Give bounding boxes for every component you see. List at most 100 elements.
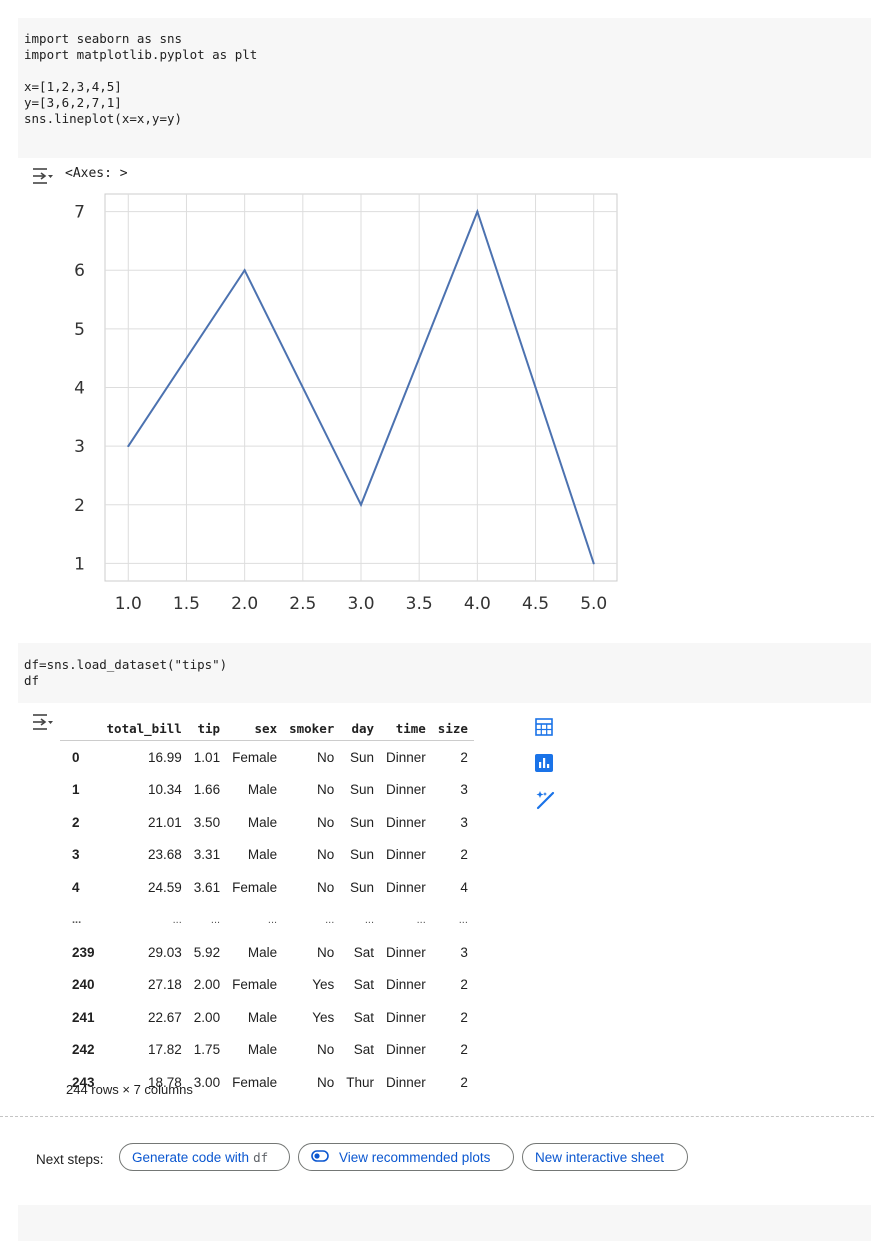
table-cell: 2 [460, 1009, 468, 1025]
table-row: 240 27.18 2.00 Female Yes Sat Dinner 2 [60, 969, 474, 1002]
table-row: 239 29.03 5.92 Male No Sat Dinner 3 [60, 936, 474, 969]
row-index: 241 [72, 1009, 95, 1025]
magic-wand-icon[interactable] [535, 790, 555, 810]
table-cell: 22.67 [148, 1009, 182, 1025]
table-cell: ... [210, 913, 221, 926]
toggle-icon [311, 1149, 329, 1165]
output-toggle-icon[interactable] [32, 167, 54, 185]
table-cell: Dinner [386, 944, 426, 960]
output-toggle-icon[interactable] [32, 713, 54, 731]
table-cell: 18.78 [148, 1074, 182, 1090]
table-cell: 24.59 [148, 879, 182, 895]
divider [0, 1116, 874, 1117]
table-row: 242 17.82 1.75 Male No Sat Dinner 2 [60, 1034, 474, 1067]
row-index: 4 [72, 879, 80, 895]
chart-icon[interactable] [535, 754, 553, 772]
code-cell-2[interactable]: df=sns.load_dataset("tips") df [18, 643, 871, 703]
table-cell: 2 [460, 1042, 468, 1058]
table-cell: 2.00 [193, 977, 221, 993]
y-tick-label: 7 [74, 203, 85, 223]
x-tick-label: 5.0 [580, 594, 607, 614]
table-cell: 3.31 [193, 847, 221, 863]
code-line: x=[1,2,3,4,5] [24, 79, 122, 94]
table-cell: Dinner [386, 814, 426, 830]
line-chart: 1.0 1.5 2.0 2.5 3.0 3.5 4.0 4.5 5.0 1 2 3 4 5 6 7 [74, 193, 618, 614]
table-row: 241 22.67 2.00 Male Yes Sat Dinner 2 [60, 1001, 474, 1034]
table-cell: 5.92 [193, 944, 221, 960]
table-cell: 21.01 [148, 814, 182, 830]
x-tick-label: 2.5 [289, 594, 316, 614]
new-interactive-sheet-button[interactable]: New interactive sheet [522, 1143, 688, 1171]
table-cell: 2 [460, 847, 468, 863]
table-icon[interactable] [535, 718, 553, 736]
table-cell: ... [172, 913, 182, 926]
view-recommended-plots-label: View recommended plots [339, 1149, 491, 1165]
column-header: total_bill [100, 716, 188, 741]
table-cell: Male [247, 944, 278, 960]
table-cell: 2 [460, 1074, 468, 1090]
generate-code-var: df [253, 1149, 269, 1165]
column-header: day [340, 716, 381, 741]
table-cell: 1.01 [193, 749, 221, 765]
table-cell: Sun [349, 879, 375, 895]
code-line: sns.lineplot(x=x,y=y) [24, 111, 183, 126]
x-tick-label: 4.0 [464, 594, 491, 614]
table-cell: Dinner [386, 1009, 426, 1025]
table-cell: No [316, 1042, 335, 1058]
generate-code-label: Generate code with [132, 1149, 250, 1165]
table-cell: Male [247, 1009, 278, 1025]
table-cell: No [316, 1074, 335, 1090]
table-cell: ... [416, 913, 426, 926]
table-cell: 29.03 [148, 944, 182, 960]
table-cell: 16.99 [148, 749, 182, 765]
table-row: 1 10.34 1.66 Male No Sun Dinner 3 [60, 774, 474, 807]
code-line [18, 63, 871, 79]
code-line: df=sns.load_dataset("tips") [24, 657, 228, 672]
table-cell: 3 [460, 782, 468, 798]
code-line: df [24, 673, 40, 688]
column-header: tip [187, 716, 227, 741]
data-point [127, 445, 130, 448]
table-cell: ... [364, 913, 375, 926]
table-cell: Dinner [386, 749, 426, 765]
table-header-row: total_bill tip sex smoker day time size [60, 716, 474, 741]
table-cell: Sat [353, 1009, 375, 1025]
table-cell: Sun [349, 782, 375, 798]
y-tick-label: 3 [74, 437, 85, 457]
table-cell: ... [325, 913, 335, 926]
table-cell: 17.82 [148, 1042, 182, 1058]
generate-code-button[interactable]: Generate code with df [119, 1143, 290, 1171]
code-line: import matplotlib.pyplot as plt [24, 47, 258, 62]
table-cell: 3 [460, 944, 468, 960]
y-tick-label: 5 [74, 320, 85, 340]
column-header: size [431, 716, 474, 741]
table-cell: Dinner [386, 1042, 426, 1058]
dataframe-shape: 244 rows × 7 columns [66, 1082, 193, 1097]
table-cell: 3.00 [193, 1074, 221, 1090]
table-cell: No [316, 749, 335, 765]
table-cell: 2.00 [193, 1009, 221, 1025]
code-cell-1[interactable]: import seaborn as sns import matplotlib.… [18, 18, 871, 158]
table-cell: Sat [353, 977, 375, 993]
row-index: 3 [72, 847, 80, 863]
row-index: 0 [72, 749, 80, 765]
view-recommended-plots-button[interactable]: View recommended plots [298, 1143, 514, 1171]
row-index: 240 [72, 977, 95, 993]
table-cell: Yes [312, 977, 335, 993]
table-cell: Dinner [386, 879, 426, 895]
table-cell: Yes [312, 1009, 335, 1025]
row-index: 2 [72, 814, 80, 830]
empty-code-cell[interactable] [18, 1205, 871, 1241]
data-point [476, 210, 479, 213]
x-tick-label: 3.0 [347, 594, 374, 614]
x-tick-label: 2.0 [231, 594, 258, 614]
table-cell: Female [232, 749, 278, 765]
table-cell: Male [247, 847, 278, 863]
column-header: time [380, 716, 432, 741]
table-cell: 1.75 [193, 1042, 221, 1058]
table-cell: Male [247, 814, 278, 830]
y-tick-label: 2 [74, 496, 85, 516]
table-cell: Sun [349, 749, 375, 765]
table-cell: 4 [460, 879, 468, 895]
row-index: ... [72, 913, 82, 926]
